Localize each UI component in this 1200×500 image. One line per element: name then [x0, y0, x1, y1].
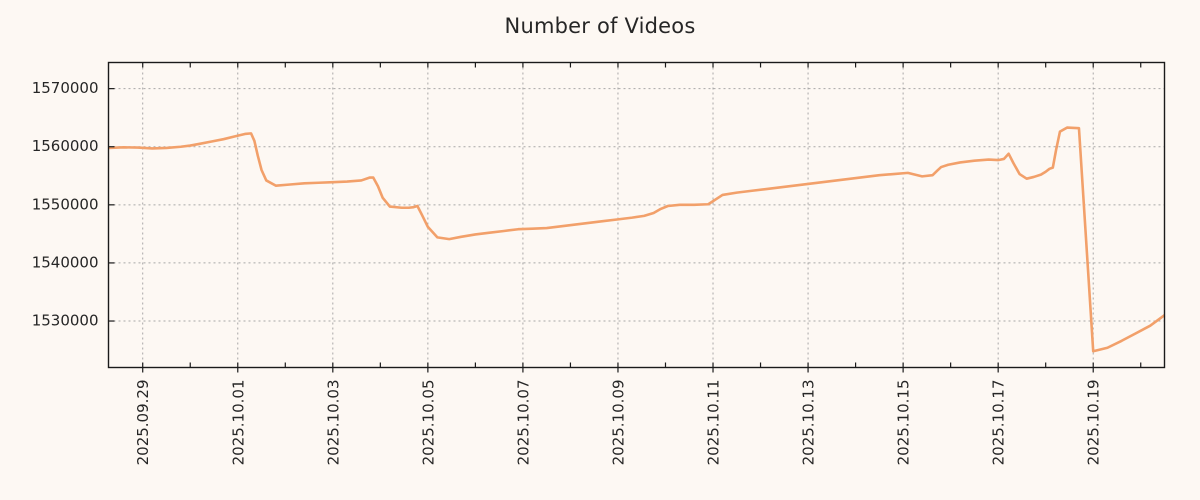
y-tick-label: 1540000 [32, 253, 99, 271]
x-tick-label: 2025.10.01 [229, 380, 247, 466]
y-tick-label: 1530000 [32, 312, 99, 330]
x-tick-label: 2025.10.13 [800, 380, 818, 466]
plot-frame [107, 61, 1166, 369]
x-tick-label: 2025.10.17 [990, 380, 1008, 466]
data-series-line [108, 126, 1166, 353]
y-tick-label: 1570000 [32, 79, 99, 97]
x-tick-label: 2025.10.15 [895, 380, 913, 466]
x-tick-label: 2025.10.05 [419, 380, 437, 466]
y-tick-label: 1560000 [32, 137, 99, 155]
x-tick-label: 2025.10.11 [705, 380, 723, 466]
x-tick-label: 2025.10.07 [514, 380, 532, 466]
chart-title: Number of Videos [504, 14, 696, 38]
gridlines-group [108, 62, 1165, 368]
x-tick-label: 2025.09.29 [134, 380, 152, 466]
x-tick-label: 2025.10.19 [1085, 380, 1103, 466]
axis-group: 1530000 1540000 1550000 1560000 1570000 2025.… [32, 61, 1166, 466]
x-tick-label: 2025.10.03 [324, 380, 342, 466]
x-tick-label: 2025.10.09 [609, 380, 627, 466]
y-tick-label: 1550000 [32, 195, 99, 213]
